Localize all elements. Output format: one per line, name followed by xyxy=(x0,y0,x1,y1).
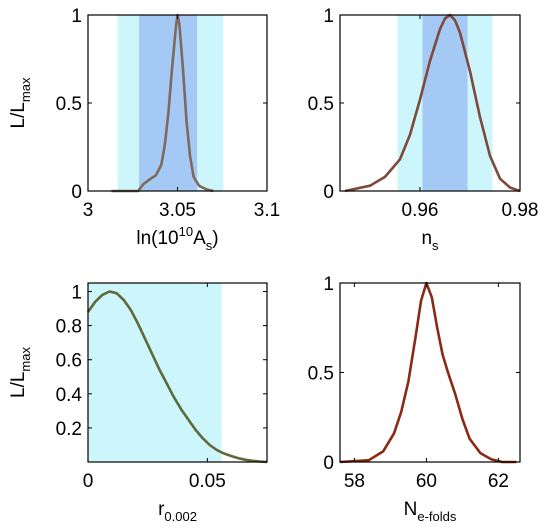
y-tick-label: 1 xyxy=(71,283,82,304)
y-tick-label: 1 xyxy=(323,6,334,27)
y-tick-label: 0.4 xyxy=(56,385,83,406)
x-tick-label: 60 xyxy=(416,471,437,492)
y-tick-label: 0.8 xyxy=(56,317,82,338)
axes-frame xyxy=(87,282,268,463)
interval-band-1 xyxy=(422,15,468,191)
x-tick-label: 3 xyxy=(83,200,94,221)
x-axis-label: Ne-folds xyxy=(404,499,457,524)
panel-r: 0 0.05 0.2 0.4 0.6 0.8 1 r0.002 L/Lmax xyxy=(8,282,268,524)
x-axis-label: ln(1010As) xyxy=(136,224,218,253)
axes-frame xyxy=(339,282,521,463)
x-axis-label: r0.002 xyxy=(158,499,197,524)
x-tick-label: 58 xyxy=(344,471,365,492)
y-tick-label: 0.6 xyxy=(56,351,82,372)
y-tick-label: 1 xyxy=(323,274,334,295)
y-axis-label: L/Lmax xyxy=(8,347,33,398)
likelihood-curve-0 xyxy=(86,290,268,464)
x-tick-label: 3.05 xyxy=(159,200,196,221)
x-tick-label: 0.98 xyxy=(502,200,539,221)
y-axis-label: L/Lmax xyxy=(8,77,33,128)
y-tick-label: 0.2 xyxy=(56,419,82,440)
panel-nefolds: 58 60 62 0 0.5 1 Ne-folds xyxy=(308,274,521,524)
y-tick-label: 1 xyxy=(71,6,82,27)
x-tick-label: 62 xyxy=(488,471,509,492)
interval-band-0 xyxy=(88,283,222,462)
y-tick-label: 0.5 xyxy=(56,94,82,115)
panel-as: 3 3.05 3.1 0 0.5 1 ln(1010As) L/Lmax xyxy=(8,6,280,253)
y-tick-label: 0.5 xyxy=(308,94,334,115)
panel-ns: 0.96 0.98 0 0.5 1 ns xyxy=(308,6,539,253)
x-tick-label: 0 xyxy=(83,471,94,492)
likelihood-curve-0 xyxy=(339,281,517,464)
likelihood-curve-0 xyxy=(344,13,521,193)
y-tick-label: 0 xyxy=(71,182,82,203)
x-tick-label: 0.96 xyxy=(402,200,439,221)
x-axis-label: ns xyxy=(421,228,439,253)
likelihood-curve-0 xyxy=(111,13,214,193)
y-tick-label: 0.5 xyxy=(308,364,334,385)
x-tick-label: 3.1 xyxy=(254,200,280,221)
x-tick-label: 0.05 xyxy=(189,471,226,492)
y-tick-label: 0 xyxy=(323,182,334,203)
y-tick-label: 0 xyxy=(323,453,334,474)
